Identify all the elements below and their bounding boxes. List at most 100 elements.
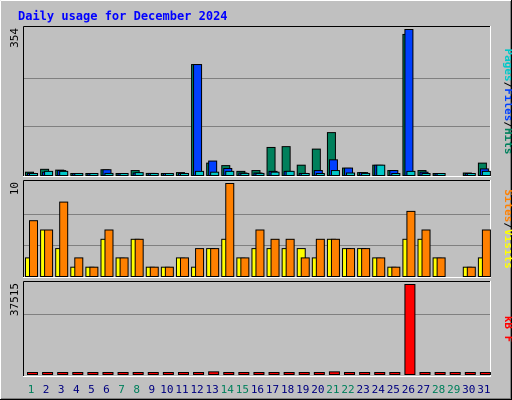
sites-visits-legend-part: Visits xyxy=(502,229,512,269)
day-label: 2 xyxy=(43,383,50,396)
sites-bar xyxy=(195,248,205,278)
day-label: 18 xyxy=(281,383,294,396)
kbytes-bar xyxy=(193,372,205,375)
sites-visits-legend: Sites/Visits xyxy=(502,189,512,269)
day-label: 27 xyxy=(417,383,430,396)
pages-bar xyxy=(481,170,491,176)
day-label: 3 xyxy=(58,383,65,396)
chart-title: Daily usage for December 2024 xyxy=(18,9,228,23)
day-label: 14 xyxy=(221,383,235,396)
hits-files-pages-legend: Pages/Files/Hits xyxy=(502,49,512,155)
kbytes-bar xyxy=(359,372,371,375)
pages-bar xyxy=(225,170,235,176)
kbytes-bar xyxy=(328,371,340,375)
kbytes-bar xyxy=(57,372,69,375)
sites-bar xyxy=(59,201,69,278)
sites-bar xyxy=(421,229,431,277)
pages-bar xyxy=(346,172,356,176)
day-label: 6 xyxy=(103,383,110,396)
sites-bar xyxy=(225,183,235,277)
day-label: 19 xyxy=(296,383,309,396)
pages-bar xyxy=(134,172,144,176)
pages-bar xyxy=(195,170,205,176)
pages-bar xyxy=(255,172,265,176)
files-bar xyxy=(193,64,203,176)
sites-bar xyxy=(240,257,250,277)
sites-bar xyxy=(285,238,295,278)
sites-bar xyxy=(119,257,129,277)
day-label: 7 xyxy=(118,383,125,396)
kbytes-bar xyxy=(162,372,174,375)
kbytes-bar xyxy=(389,372,401,375)
kbytes-legend: kB F xyxy=(502,316,512,343)
pages-bar xyxy=(466,173,476,176)
day-label: 25 xyxy=(387,383,400,396)
pages-bar xyxy=(119,173,129,176)
chart-panels: 354Pages/Files/Hits10Sites/Visits37515kB… xyxy=(8,26,512,377)
day-label: 1 xyxy=(28,383,35,396)
sites-bar xyxy=(29,220,38,277)
kbytes-bar xyxy=(117,372,129,375)
pages-bar xyxy=(89,173,99,176)
sites-bar xyxy=(361,248,371,278)
kbytes-bar xyxy=(313,372,325,375)
sites-bar xyxy=(164,266,174,278)
day-label: 28 xyxy=(432,383,445,396)
kbytes-legend-part: kB xyxy=(502,316,512,330)
sites-bar xyxy=(315,238,325,278)
pages-bar xyxy=(376,164,386,177)
sites-visits-legend-part: / xyxy=(502,222,512,229)
sites-bar xyxy=(406,210,416,277)
sites-ytick-label: 10 xyxy=(8,182,21,195)
kbytes-bar xyxy=(344,372,356,375)
pages-bar xyxy=(315,173,325,176)
files-bar xyxy=(404,29,414,176)
pages-bar xyxy=(104,172,114,176)
sites-bar xyxy=(466,266,476,278)
kbytes-legend-part xyxy=(502,329,512,336)
kbytes-bar xyxy=(253,372,265,375)
hits-files-pages-legend-part: Files xyxy=(502,88,512,121)
pages-bar xyxy=(240,172,250,176)
sites-bar xyxy=(255,229,265,277)
sites-bar xyxy=(210,248,220,278)
pages-bar xyxy=(164,173,174,176)
kbytes-bar xyxy=(147,372,159,375)
panel-3-plot-area xyxy=(23,281,491,377)
hits-ytick-label: 354 xyxy=(8,28,21,48)
day-label: 5 xyxy=(88,383,95,396)
kbytes-bar xyxy=(87,372,99,375)
pages-bar xyxy=(421,173,431,176)
pages-bar xyxy=(330,170,340,176)
kbytes-bar xyxy=(177,372,189,375)
kbytes-bar xyxy=(223,372,235,375)
day-label: 29 xyxy=(447,383,460,396)
kbytes-bar xyxy=(72,372,84,375)
pages-bar xyxy=(44,170,54,176)
sites-bar xyxy=(179,257,189,277)
day-label: 24 xyxy=(372,383,386,396)
kbytes-bar xyxy=(132,372,144,375)
day-label: 15 xyxy=(236,383,249,396)
day-axis: 1 2 3 4 5 6 7 8 9 10 11 12 13 14 15 16 17 18 19 20 21 22 23 24 2… xyxy=(28,383,491,396)
kbytes-bar xyxy=(374,372,386,375)
sites-bar xyxy=(134,238,144,278)
pages-bar xyxy=(29,173,38,176)
day-label: 8 xyxy=(133,383,140,396)
kbytes-bar xyxy=(238,372,250,375)
pages-bar xyxy=(361,172,371,176)
day-label: 16 xyxy=(251,383,264,396)
day-label: 31 xyxy=(477,383,490,396)
day-label: 4 xyxy=(73,383,80,396)
kbytes-bar xyxy=(268,372,280,375)
sites-visits-legend-part: Sites xyxy=(502,189,512,222)
pages-bar xyxy=(391,173,401,176)
sites-bar xyxy=(481,229,491,277)
day-label: 10 xyxy=(160,383,173,396)
day-label: 30 xyxy=(462,383,475,396)
kbytes-bar xyxy=(449,372,461,375)
kbytes-bar xyxy=(283,372,295,375)
kbytes-bar xyxy=(42,372,54,375)
hits-files-pages-legend-part: / xyxy=(502,82,512,89)
sites-bar xyxy=(270,238,280,278)
